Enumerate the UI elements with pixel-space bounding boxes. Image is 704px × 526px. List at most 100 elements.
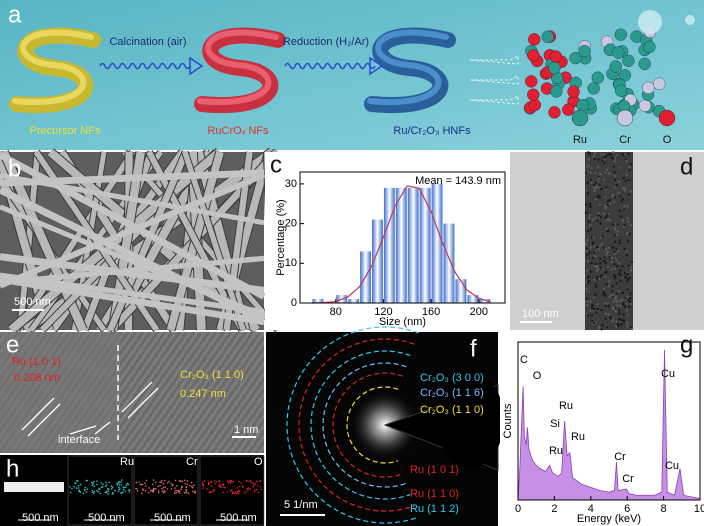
map-dot: [186, 480, 189, 482]
map-dot: [75, 479, 78, 482]
grain: [623, 223, 626, 227]
grain: [596, 165, 600, 169]
grain: [584, 211, 588, 214]
grain: [585, 249, 588, 253]
map-dot: [194, 490, 196, 493]
grain: [613, 234, 617, 237]
map-dot: [128, 491, 131, 493]
map-dot: [193, 484, 195, 487]
map-dot: [164, 486, 167, 488]
grain: [625, 309, 629, 312]
diffraction-ring: [310, 350, 411, 500]
panel-label: g: [680, 331, 693, 358]
fit-curve: [311, 185, 491, 304]
map-dot: [125, 484, 128, 486]
grain: [617, 261, 621, 264]
grain: [600, 266, 603, 269]
grain: [601, 235, 604, 238]
grain: [594, 197, 598, 201]
grain: [596, 307, 600, 311]
map-dot: [201, 481, 204, 484]
bar: [443, 223, 455, 303]
ring-label: Cr₂O₃ (3 0 0): [420, 372, 484, 384]
map-dot: [100, 482, 102, 484]
map-dot: [136, 490, 139, 492]
map-dot: [100, 486, 103, 489]
fiber: [0, 275, 265, 326]
grain: [617, 289, 620, 293]
map-dot: [209, 491, 212, 494]
grain: [624, 179, 627, 183]
map-dot: [184, 482, 186, 485]
map-dot: [104, 485, 107, 487]
map-dot: [120, 483, 123, 486]
grain: [587, 280, 591, 283]
fiber: [0, 272, 265, 315]
x-tick-label: 120: [374, 306, 392, 318]
atom: [618, 69, 631, 82]
grain: [627, 220, 630, 224]
map-dot: [237, 492, 240, 495]
map-dot: [178, 492, 180, 494]
map-dot: [247, 480, 249, 482]
grain: [610, 261, 613, 264]
map-dot: [166, 481, 169, 484]
map-dot: [236, 491, 239, 493]
atom: [576, 99, 589, 112]
map-dot: [207, 483, 210, 486]
map-dot: [179, 480, 182, 482]
map-dot: [229, 482, 232, 485]
histogram: 80 120 160 200 0 10 20 30 Size (nm) Percentage (%…: [275, 171, 506, 328]
grain: [622, 276, 625, 279]
map-dot: [92, 481, 94, 484]
grain: [618, 209, 622, 213]
x-tick-label: 200: [470, 306, 488, 318]
map-dot: [161, 487, 163, 490]
map-dot: [185, 491, 188, 494]
x-tick-label: 0: [515, 503, 521, 515]
map-dot: [259, 480, 262, 483]
grain: [629, 296, 632, 300]
map-dot: [124, 490, 127, 492]
map-dot: [157, 491, 160, 494]
map-dot: [210, 481, 212, 483]
scale-label: 5 1/nm: [284, 499, 318, 511]
map-dot: [71, 487, 73, 490]
bar: [383, 187, 395, 303]
atom: [548, 106, 561, 119]
grain: [623, 305, 627, 309]
panel-label: c: [270, 151, 282, 178]
atom: [562, 103, 575, 116]
legend-label: O: [663, 134, 672, 146]
grain: [629, 292, 632, 295]
grain: [604, 275, 607, 278]
grain: [597, 277, 601, 280]
grain: [606, 200, 610, 203]
nanofiber-highlight: [197, 29, 279, 106]
map-dot: [145, 485, 147, 487]
grain: [615, 320, 618, 323]
map-dot: [170, 482, 172, 485]
grain: [586, 259, 590, 263]
grain: [604, 271, 607, 274]
grain: [593, 189, 596, 193]
grain: [596, 275, 599, 279]
grain: [585, 189, 588, 192]
grain: [588, 202, 592, 205]
grain: [596, 267, 599, 271]
grain: [601, 324, 604, 327]
grain: [609, 153, 612, 156]
map-dot: [174, 490, 177, 492]
map-dot: [202, 483, 205, 486]
grain: [589, 178, 593, 182]
map-dot: [138, 481, 140, 483]
grain: [606, 251, 609, 254]
map-dot: [178, 480, 181, 482]
scale-label: 500 nm: [22, 512, 59, 524]
grain: [591, 242, 595, 245]
flow-arrow: [469, 75, 519, 85]
grain: [603, 156, 607, 159]
map-dot: [107, 490, 110, 492]
lattice-label: Cr₂O₃ (1 1 0): [180, 369, 244, 381]
panel-label: f: [470, 335, 477, 362]
